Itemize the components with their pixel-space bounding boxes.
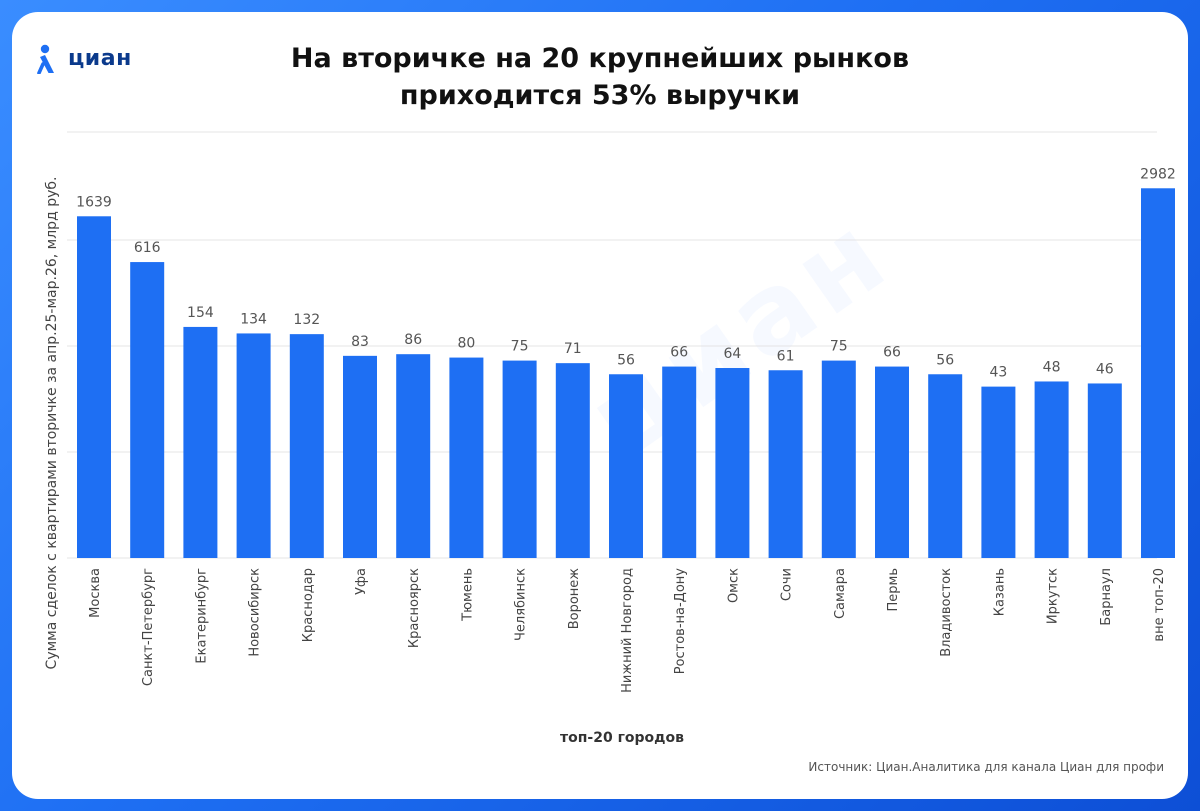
x-tick-label: Владивосток xyxy=(939,568,954,657)
bar xyxy=(77,216,111,558)
title-line-2: приходится 53% выручки xyxy=(399,80,801,111)
bar xyxy=(1087,383,1122,558)
pin-icon xyxy=(37,44,54,74)
bar xyxy=(928,374,963,558)
x-tick-label: Уфа xyxy=(354,568,369,595)
bar xyxy=(502,360,537,558)
data-label: 64 xyxy=(723,346,741,362)
data-label: 616 xyxy=(134,240,161,256)
chart-card: циан циан На вторичке на 20 крупнейших р… xyxy=(12,12,1188,799)
data-label: 66 xyxy=(670,345,688,361)
x-tick-label: Пермь xyxy=(886,568,901,612)
x-tick-label: Самара xyxy=(833,568,848,619)
data-label: 154 xyxy=(187,305,214,321)
x-tick-label: Ростов-на-Дону xyxy=(673,568,688,675)
source-note: Источник: Циан.Аналитика для канала Циан… xyxy=(808,760,1164,774)
data-label: 56 xyxy=(617,352,635,368)
bar xyxy=(821,360,856,558)
bar-chart: 1639 Москва 616 Санкт-Петербург 154 Екатеринб… xyxy=(67,131,1176,693)
data-label: 56 xyxy=(936,352,954,368)
x-tick-label: Тюмень xyxy=(460,568,475,622)
x-tick-label: Челябинск xyxy=(514,568,529,641)
data-label: 75 xyxy=(830,339,848,355)
bar xyxy=(555,363,590,558)
bar xyxy=(183,326,218,558)
x-tick-label: Сочи xyxy=(780,568,795,601)
x-tick-label: Омск xyxy=(726,568,741,603)
x-tick-label: Санкт-Петербург xyxy=(141,568,156,686)
x-tick-label: вне топ-20 xyxy=(1152,568,1167,642)
x-tick-label: Нижний Новгород xyxy=(620,568,635,693)
bar xyxy=(768,370,803,558)
x-tick-label: Новосибирск xyxy=(248,568,263,657)
bar xyxy=(875,366,909,558)
x-tick-label: Казань xyxy=(992,568,1007,616)
x-tick-label: Екатеринбург xyxy=(194,568,209,664)
x-tick-label: Иркутск xyxy=(1046,568,1061,624)
data-label: 61 xyxy=(777,348,795,364)
data-label: 71 xyxy=(564,341,582,357)
data-label: 75 xyxy=(511,339,529,355)
bar xyxy=(715,368,750,558)
bar xyxy=(1034,381,1069,558)
data-label: 48 xyxy=(1043,359,1061,375)
data-label: 132 xyxy=(293,312,320,328)
x-axis-label: топ-20 городов xyxy=(560,730,684,746)
data-label: 66 xyxy=(883,345,901,361)
bar xyxy=(609,374,643,558)
bar xyxy=(289,334,324,558)
data-label: 43 xyxy=(989,365,1007,381)
bar xyxy=(236,333,271,558)
title-line-1: На вторичке на 20 крупнейших рынков xyxy=(290,43,910,74)
bar xyxy=(396,354,431,558)
bar xyxy=(343,355,377,558)
x-tick-label: Москва xyxy=(88,568,103,618)
bar xyxy=(662,366,697,558)
data-label: 83 xyxy=(351,334,369,350)
brand-logo: циан xyxy=(36,42,132,74)
data-label: 2982 xyxy=(1140,166,1176,182)
x-tick-label: Краснодар xyxy=(301,568,316,642)
data-label: 1639 xyxy=(76,194,112,210)
brand-name: циан xyxy=(68,45,132,71)
bar xyxy=(981,386,1016,558)
data-label: 80 xyxy=(457,336,475,352)
x-tick-label: Красноярск xyxy=(407,568,422,648)
data-label: 134 xyxy=(240,311,267,327)
bar xyxy=(449,357,484,558)
x-tick-label: Воронеж xyxy=(567,568,582,630)
bar xyxy=(1141,188,1175,559)
bar xyxy=(130,262,165,558)
chart-title: На вторичке на 20 крупнейших рынков прих… xyxy=(172,40,1028,114)
data-label: 46 xyxy=(1096,361,1114,377)
x-tick-label: Барнаул xyxy=(1099,568,1114,626)
data-label: 86 xyxy=(404,332,422,348)
